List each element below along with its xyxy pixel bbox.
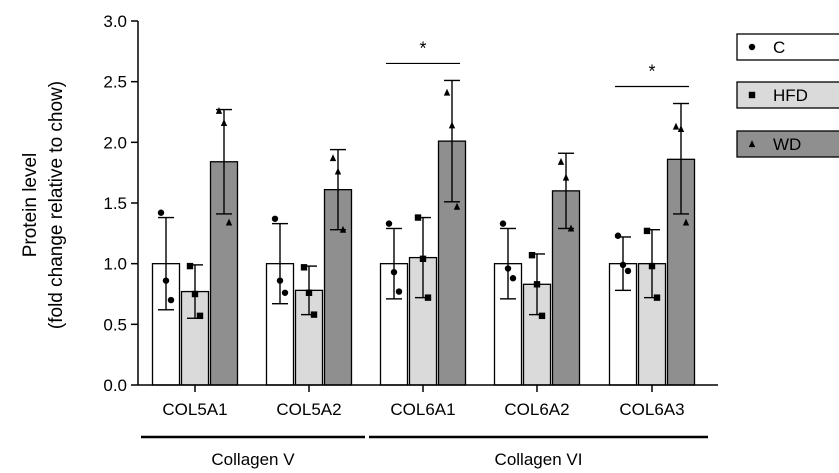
data-point (499, 220, 507, 227)
x-tick-label: COL6A2 (504, 400, 569, 419)
legend-label: C (773, 38, 785, 57)
data-point (329, 154, 337, 162)
legend-item-wd: WD (736, 130, 839, 158)
group-label: Collagen V (211, 450, 295, 469)
data-point (215, 106, 223, 114)
data-point (310, 311, 318, 318)
data-point (385, 220, 393, 227)
bars-layer (151, 79, 696, 386)
group-label: Collagen VI (495, 450, 583, 469)
data-point (538, 312, 546, 320)
data-point (414, 214, 422, 221)
data-point (619, 261, 627, 269)
legend-item-hfd: HFD (736, 81, 839, 109)
y-axis-label-line1: Protein level (20, 153, 41, 258)
data-point (339, 225, 347, 233)
data-point (157, 209, 165, 216)
data-point (624, 267, 632, 275)
significance-star: * (419, 38, 426, 58)
y-tick-label: 3.0 (103, 12, 127, 31)
series-wd (209, 79, 696, 386)
data-point (424, 294, 432, 301)
y-tick-label: 2.0 (103, 133, 127, 152)
series-hfd (180, 214, 667, 386)
x-tick-label: COL5A1 (162, 400, 227, 419)
significance-star: * (648, 62, 655, 82)
data-point (614, 232, 622, 239)
data-point (167, 296, 175, 304)
y-axis-title: Protein level (fold change relative to c… (20, 81, 67, 329)
series-c (151, 209, 638, 386)
significance-markers: ** (386, 38, 689, 88)
data-point (305, 289, 313, 296)
y-tick-label: 0.5 (103, 315, 127, 334)
data-point (276, 277, 284, 284)
x-tick-label: COL6A3 (619, 400, 684, 419)
data-point (453, 202, 461, 210)
data-point (653, 294, 661, 301)
legend-swatch (736, 130, 839, 158)
data-point (643, 227, 651, 235)
data-point (334, 167, 342, 175)
data-point (648, 262, 656, 270)
data-point (300, 264, 308, 271)
legend-label: WD (773, 135, 801, 154)
data-point (567, 224, 575, 232)
data-point (271, 215, 279, 222)
data-point (186, 262, 194, 270)
legend-label: HFD (773, 86, 808, 105)
data-point (191, 290, 199, 298)
data-point (682, 218, 690, 226)
data-point (562, 173, 570, 181)
data-point (196, 312, 204, 320)
data-point (390, 268, 398, 276)
data-point (448, 121, 456, 129)
data-point (672, 122, 680, 130)
data-point (528, 251, 536, 259)
y-tick-label: 1.0 (103, 255, 127, 274)
legend-marker (748, 43, 756, 51)
category-groups: Collagen V Collagen VI (141, 435, 708, 469)
data-point (443, 88, 451, 96)
data-point (504, 265, 512, 272)
data-point (225, 218, 233, 226)
data-point (162, 277, 170, 284)
y-axis-label-line2: (fold change relative to chow) (46, 81, 67, 329)
data-point (220, 119, 228, 126)
y-tick-label: 1.5 (103, 194, 127, 213)
data-point (533, 281, 541, 288)
x-tick-label: COL5A2 (276, 400, 341, 419)
legend-marker (748, 91, 756, 99)
y-tick-label: 0.0 (103, 376, 127, 395)
data-point (395, 288, 403, 295)
legend-item-c: C (736, 33, 839, 61)
legend: C HFD WD (736, 33, 839, 158)
bar (408, 256, 438, 386)
y-tick-label: 2.5 (103, 73, 127, 92)
data-point (281, 289, 289, 296)
x-axis: COL5A1 COL5A2 COL6A1 COL6A2 COL6A3 (138, 384, 718, 419)
data-point (509, 275, 517, 282)
x-tick-label: COL6A1 (390, 400, 455, 419)
data-point (419, 255, 427, 263)
data-point (677, 125, 685, 133)
y-axis: 0.0 0.5 1.0 1.5 2.0 2.5 3.0 (103, 12, 139, 395)
data-point (557, 157, 565, 165)
legend-marker (748, 140, 756, 148)
